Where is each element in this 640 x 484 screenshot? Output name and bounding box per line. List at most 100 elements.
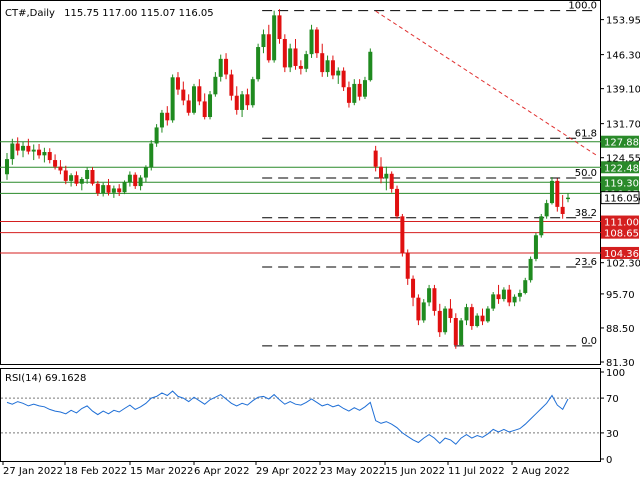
candle-body bbox=[149, 143, 154, 168]
candle bbox=[448, 299, 453, 323]
candle bbox=[469, 303, 474, 330]
candle bbox=[138, 175, 143, 191]
candle bbox=[523, 277, 528, 295]
candle bbox=[555, 178, 560, 212]
candle bbox=[304, 50, 309, 73]
price-tick-label: 81.30 bbox=[606, 358, 635, 369]
level-price-tag bbox=[601, 135, 639, 148]
candle-body bbox=[544, 203, 549, 217]
date-tick-label: 27 Jan 2022 bbox=[3, 466, 63, 477]
candle bbox=[341, 67, 346, 92]
candle bbox=[544, 199, 549, 219]
candle-body bbox=[165, 112, 170, 121]
price-tick-label: 131.70 bbox=[606, 120, 640, 131]
fib-level-label: 0.0 bbox=[581, 336, 597, 347]
candle-body bbox=[170, 77, 175, 121]
candle bbox=[459, 318, 464, 347]
candle-body bbox=[320, 53, 325, 73]
candle bbox=[154, 124, 159, 147]
candle-body bbox=[5, 159, 9, 175]
candle bbox=[192, 83, 196, 115]
fib-level-label: 38.2 bbox=[575, 208, 597, 219]
candle bbox=[427, 284, 432, 307]
candle-body bbox=[117, 188, 122, 193]
price-tick-label: 88.50 bbox=[606, 324, 635, 335]
candle-body bbox=[234, 95, 239, 110]
candle-body bbox=[485, 308, 490, 322]
candle bbox=[507, 284, 512, 307]
candle-body bbox=[496, 294, 501, 300]
candle-body bbox=[357, 83, 362, 97]
candle-body bbox=[143, 167, 148, 178]
date-tick-label: 15 Jun 2022 bbox=[385, 466, 445, 477]
candle bbox=[175, 72, 180, 95]
candle-body bbox=[346, 87, 351, 103]
candle-body bbox=[336, 70, 341, 76]
candle-body bbox=[379, 166, 383, 179]
candle-body bbox=[352, 83, 357, 103]
level-price-tag bbox=[601, 161, 639, 174]
candle bbox=[272, 10, 277, 63]
candle-body bbox=[47, 152, 52, 161]
candle bbox=[79, 177, 84, 191]
candle bbox=[159, 109, 164, 133]
rsi-tick-label: 30 bbox=[606, 429, 619, 440]
candle bbox=[26, 138, 31, 155]
candle-body bbox=[202, 101, 207, 118]
candle-body bbox=[501, 289, 506, 300]
candle-body bbox=[480, 315, 485, 322]
candle bbox=[421, 299, 426, 323]
rsi-tick-label: 100 bbox=[606, 368, 625, 379]
candle-body bbox=[175, 77, 180, 90]
candle-body bbox=[42, 152, 47, 156]
candle-body bbox=[122, 182, 127, 193]
candle-body bbox=[491, 294, 496, 309]
candle bbox=[261, 29, 266, 54]
level-price-label: 104.36 bbox=[604, 249, 639, 260]
candle bbox=[213, 72, 218, 97]
candle bbox=[443, 306, 448, 335]
candle-body bbox=[79, 178, 84, 184]
level-price-tag bbox=[601, 215, 639, 228]
candle bbox=[197, 79, 202, 106]
candle bbox=[437, 303, 442, 337]
candle bbox=[5, 152, 9, 180]
level-price-tag bbox=[601, 226, 639, 239]
candle bbox=[432, 284, 437, 316]
price-axis: 153.95 146.30 139.10 131.70 124.55 116.05 102.… bbox=[600, 16, 640, 369]
candle bbox=[202, 93, 207, 120]
candle-body bbox=[213, 76, 218, 95]
candle bbox=[245, 88, 250, 110]
candle-body bbox=[21, 145, 26, 151]
candle bbox=[384, 166, 389, 191]
candle-body bbox=[256, 47, 261, 80]
candle bbox=[288, 43, 293, 73]
candle-body bbox=[159, 112, 164, 128]
fib-level-label: 100.0 bbox=[568, 1, 597, 12]
candle-body bbox=[69, 175, 74, 181]
candle bbox=[266, 24, 271, 63]
fib-level-label: 61.8 bbox=[575, 128, 597, 139]
candle bbox=[149, 140, 154, 171]
candle-body bbox=[549, 180, 554, 204]
level-price-label: 127.88 bbox=[604, 138, 639, 149]
candle-body bbox=[400, 216, 405, 253]
candle bbox=[411, 275, 416, 307]
candle-body bbox=[325, 60, 330, 73]
candle-body bbox=[427, 288, 432, 303]
candle-body bbox=[288, 48, 293, 68]
candle bbox=[373, 145, 378, 172]
candle-body bbox=[282, 38, 287, 68]
candle-body bbox=[106, 185, 111, 193]
candle-body bbox=[453, 318, 458, 345]
candle-body bbox=[341, 70, 346, 88]
candle-body bbox=[469, 307, 474, 327]
candle-body bbox=[512, 296, 517, 303]
candle bbox=[143, 165, 148, 183]
candle-body bbox=[437, 310, 442, 333]
candle-body bbox=[389, 173, 394, 189]
candle-body bbox=[127, 174, 132, 183]
candle-body bbox=[362, 80, 367, 97]
candle-body bbox=[277, 15, 282, 39]
